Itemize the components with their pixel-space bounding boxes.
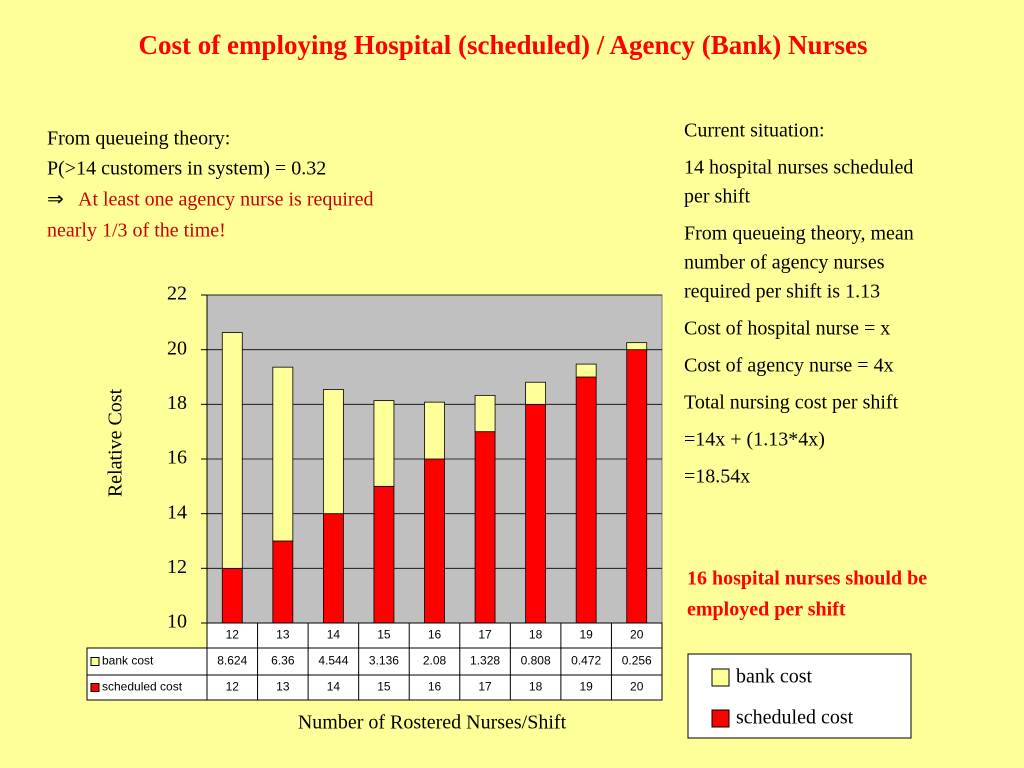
bar-segment	[474, 431, 496, 624]
right-line: 14 hospital nurses scheduled	[684, 157, 913, 179]
table-value: 14	[327, 680, 341, 694]
x-tick-label: 15	[377, 628, 391, 642]
title: Cost of employing Hospital (scheduled) /…	[138, 30, 867, 60]
x-tick-label: 18	[529, 628, 543, 642]
conclusion: employed per shift	[687, 599, 846, 621]
table-value: 6.36	[271, 654, 295, 668]
right-line: =14x + (1.13*4x)	[684, 429, 825, 451]
legend-key	[711, 668, 730, 687]
x-tick-label: 20	[630, 628, 644, 642]
x-tick-label: 16	[428, 628, 442, 642]
y-axis-label: Relative Cost	[105, 388, 127, 497]
y-tick-label: 20	[167, 337, 187, 359]
x-tick-label: 14	[327, 628, 341, 642]
arrow-symbol: ⇒	[47, 189, 64, 211]
table-value: 19	[579, 680, 593, 694]
table-value: 16	[428, 680, 442, 694]
right-line: =18.54x	[684, 466, 750, 488]
table-value: 0.472	[571, 654, 601, 668]
y-tick-label: 10	[167, 611, 187, 633]
bar-segment	[221, 567, 243, 624]
legend-key	[711, 709, 730, 728]
bar-segment	[525, 403, 547, 624]
bar-segment	[626, 342, 648, 351]
conclusion: 16 hospital nurses should be	[687, 568, 927, 590]
bar-segment	[272, 540, 294, 624]
right-line: From queueing theory, mean	[684, 223, 914, 245]
x-axis-label: Number of Rostered Nurses/Shift	[298, 712, 567, 734]
table-value: 3.136	[369, 654, 399, 668]
table-frame	[86, 647, 663, 701]
y-tick-label: 14	[167, 501, 187, 523]
table-value: 2.08	[423, 654, 447, 668]
table-value: 4.544	[318, 654, 348, 668]
table-value: 12	[226, 680, 240, 694]
bar-segment	[474, 394, 496, 433]
right-line: number of agency nurses	[684, 252, 885, 274]
table-value: 18	[529, 680, 543, 694]
table-row-label: scheduled cost	[102, 680, 183, 694]
y-tick-label: 18	[167, 392, 187, 414]
bar-segment	[424, 458, 445, 624]
bar-segment	[575, 376, 597, 624]
table-legend-key	[90, 657, 100, 666]
right-line: Cost of agency nurse = 4x	[684, 355, 894, 377]
table-row-label: bank cost	[102, 654, 154, 668]
legend-label: bank cost	[736, 666, 813, 688]
table-value: 8.624	[217, 654, 247, 668]
x-tick-label: 17	[478, 628, 492, 642]
bar-segment	[272, 366, 294, 542]
right-line: Current situation:	[684, 120, 825, 142]
y-tick-label: 16	[167, 447, 187, 469]
right-line: Total nursing cost per shift	[684, 392, 899, 414]
x-tick-label: 12	[226, 628, 240, 642]
left-line: From queueing theory:	[47, 128, 230, 150]
table-value: 13	[276, 680, 290, 694]
y-tick-label: 12	[167, 556, 187, 578]
bar-segment	[373, 400, 395, 487]
bar-segment	[373, 485, 395, 624]
table-value: 17	[478, 680, 492, 694]
right-line: Cost of hospital nurse = x	[684, 318, 890, 340]
y-tick-label: 22	[167, 283, 187, 305]
x-tick-label: 19	[579, 628, 593, 642]
table-frame	[206, 622, 663, 649]
right-line: per shift	[684, 186, 751, 208]
bar-segment	[221, 332, 243, 569]
x-tick-label: 13	[276, 628, 290, 642]
table-value: 0.256	[622, 654, 652, 668]
left-highlight: At least one agency nurse is required	[78, 189, 373, 211]
bar-segment	[424, 401, 445, 460]
table-value: 20	[630, 680, 644, 694]
left-line: P(>14 customers in system) = 0.32	[47, 158, 326, 180]
table-value: 15	[377, 680, 391, 694]
right-line: required per shift is 1.13	[684, 281, 880, 303]
left-highlight: nearly 1/3 of the time!	[47, 220, 226, 242]
bar-segment	[575, 363, 597, 378]
bar-segment	[525, 381, 547, 405]
bar-segment	[626, 349, 648, 624]
bar-segment	[322, 513, 344, 624]
legend-label: scheduled cost	[736, 707, 854, 729]
table-value: 1.328	[470, 654, 500, 668]
bar-segment	[322, 389, 344, 515]
table-legend-key	[90, 683, 100, 692]
table-value: 0.808	[521, 654, 551, 668]
